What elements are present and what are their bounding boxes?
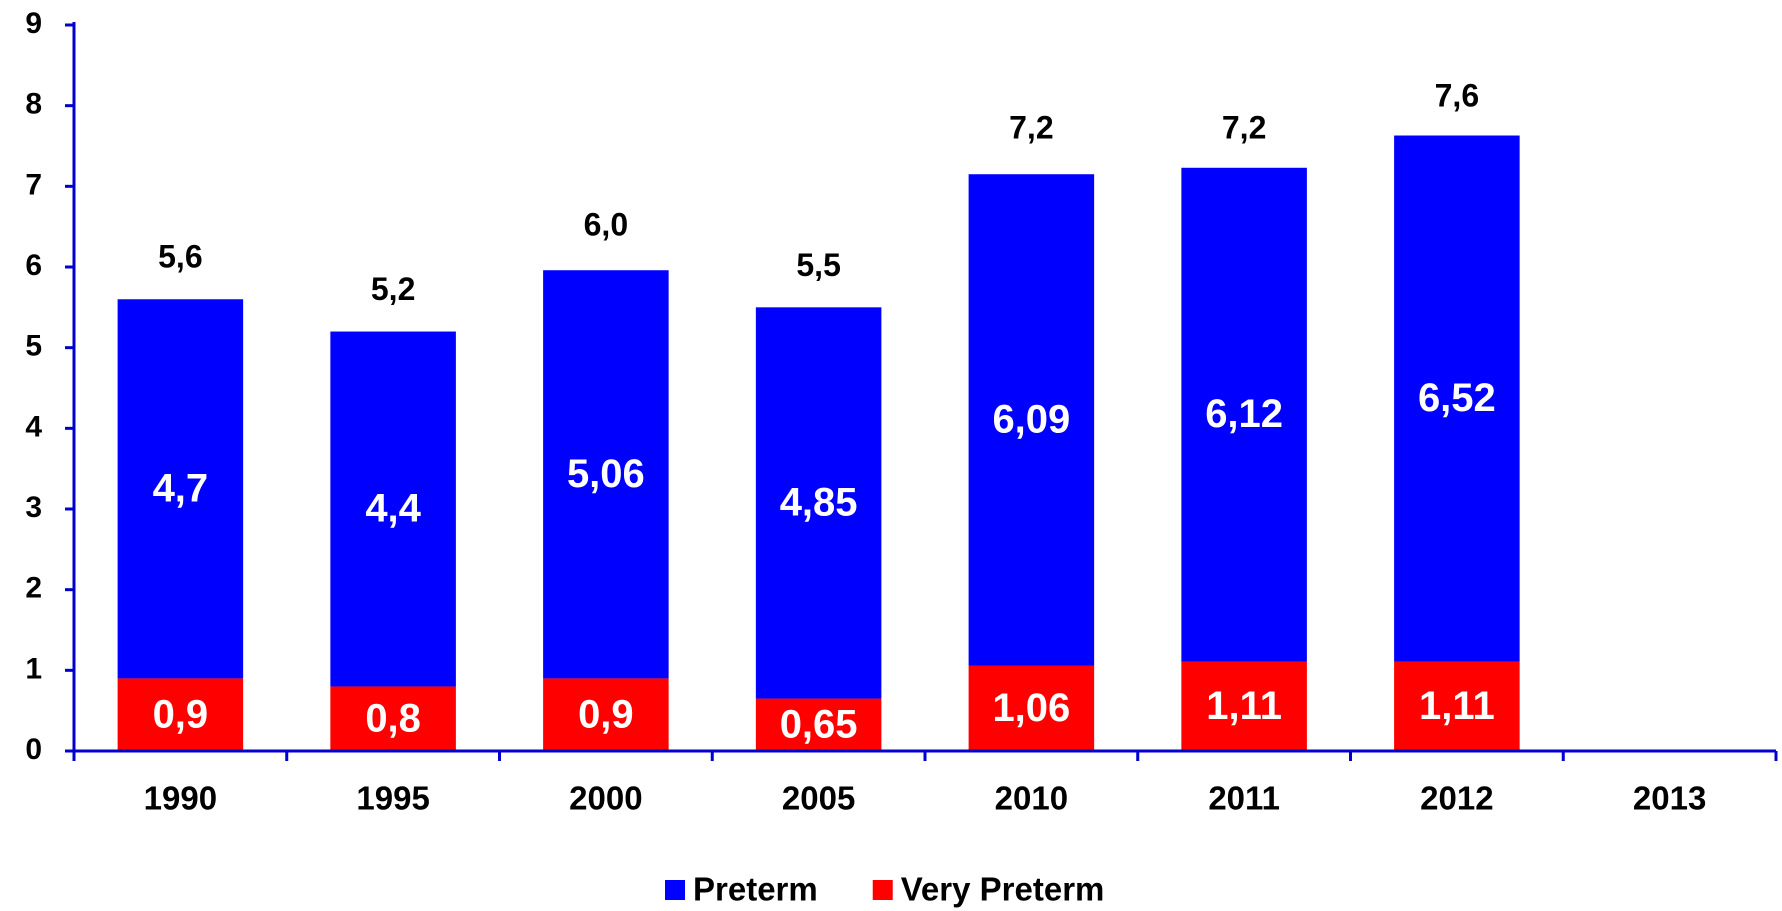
- value-label: 6,09: [992, 397, 1070, 441]
- value-label: 6,52: [1418, 376, 1496, 420]
- y-tick-label: 3: [25, 491, 42, 524]
- total-label: 6,0: [584, 206, 628, 242]
- legend-swatch: [872, 880, 893, 900]
- x-tick-label: 2010: [995, 780, 1068, 817]
- y-tick-label: 1: [25, 652, 42, 685]
- total-label: 7,6: [1435, 77, 1479, 113]
- bar-segment: [330, 331, 456, 687]
- legend-swatch: [665, 880, 685, 900]
- value-label: 1,11: [1419, 684, 1495, 728]
- y-tick-label: 9: [25, 7, 42, 40]
- x-tick-label: 2000: [569, 780, 642, 817]
- y-tick-label: 6: [25, 249, 42, 282]
- bar-segment: [755, 307, 882, 699]
- value-label: 4,4: [365, 487, 421, 531]
- value-label: 5,06: [567, 452, 645, 496]
- y-tick-label: 2: [25, 572, 42, 605]
- value-label: 1,11: [1206, 684, 1282, 728]
- total-label: 5,2: [371, 271, 415, 307]
- value-label: 4,85: [780, 481, 858, 525]
- x-tick-label: 1990: [144, 780, 217, 817]
- total-label: 5,5: [796, 247, 840, 283]
- bar-segment: [1394, 661, 1520, 751]
- value-label: 0,65: [780, 702, 858, 746]
- x-tick-label: 1995: [356, 780, 429, 817]
- total-label: 7,2: [1009, 110, 1053, 146]
- bar-segment: [117, 299, 244, 679]
- bar-segment: [543, 270, 669, 679]
- y-tick-label: 5: [25, 330, 42, 363]
- value-label: 0,9: [153, 692, 209, 736]
- x-tick-label: 2011: [1208, 780, 1280, 817]
- value-label: 6,12: [1205, 392, 1283, 436]
- y-tick-label: 8: [25, 88, 42, 121]
- value-label: 0,9: [578, 692, 634, 736]
- y-tick-label: 0: [25, 733, 42, 766]
- bar-segment: [1394, 135, 1520, 662]
- legend-label: Preterm: [693, 871, 818, 908]
- bar-segment: [330, 686, 456, 751]
- value-label: 4,7: [153, 466, 209, 510]
- bar-segment: [968, 665, 1095, 751]
- y-tick-label: 4: [25, 410, 42, 443]
- value-label: 0,8: [365, 696, 421, 740]
- value-label: 1,06: [992, 686, 1070, 730]
- bar-segment: [117, 678, 244, 751]
- bar-segment: [968, 174, 1095, 666]
- x-tick-label: 2005: [782, 780, 855, 817]
- total-label: 7,2: [1222, 110, 1266, 146]
- x-tick-label: 2012: [1420, 780, 1493, 817]
- bar-segment: [1181, 167, 1307, 662]
- bar-segment: [1181, 661, 1307, 751]
- bar-segment: [543, 678, 669, 751]
- bar-segment: [755, 698, 882, 751]
- x-tick-label: 2013: [1633, 780, 1706, 817]
- total-label: 5,6: [158, 239, 202, 275]
- legend-label: Very Preterm: [901, 871, 1105, 908]
- y-tick-label: 7: [25, 168, 42, 201]
